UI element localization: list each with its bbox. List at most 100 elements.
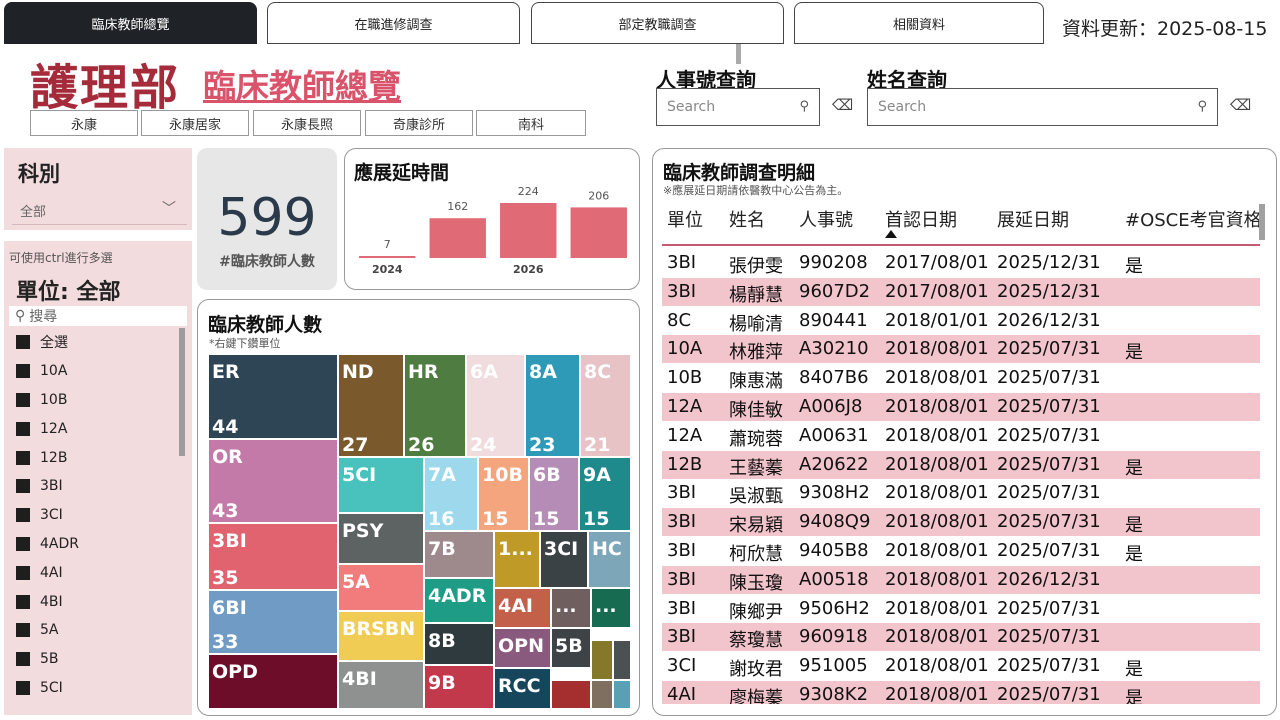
- tab-related-materials[interactable]: 相關資料: [794, 2, 1044, 44]
- checkbox-icon[interactable]: [16, 364, 30, 379]
- table-row[interactable]: 8C 楊喻清 890441 2018/01/01 2026/12/31: [662, 307, 1260, 335]
- column-header-name[interactable]: 姓名: [729, 210, 765, 231]
- unit-option[interactable]: 4BI: [16, 587, 79, 616]
- unit-option[interactable]: 10A: [16, 357, 79, 386]
- table-row[interactable]: 3BI 吳淑甄 9308H2 2018/08/01 2025/07/31: [662, 479, 1260, 507]
- treemap-cell[interactable]: ...: [591, 588, 631, 628]
- column-header-first-cert-date[interactable]: 首認日期: [885, 210, 957, 231]
- treemap-cell[interactable]: OPN: [494, 628, 551, 668]
- checkbox-icon[interactable]: [16, 536, 30, 551]
- table-row[interactable]: 3CI 謝玫君 951005 2018/08/01 2025/07/31 是: [662, 652, 1260, 680]
- table-row[interactable]: 3BI 蔡瓊慧 960918 2018/08/01 2025/07/31: [662, 623, 1260, 652]
- treemap-cell[interactable]: PSY: [338, 513, 424, 564]
- bar-2027[interactable]: [570, 207, 627, 258]
- dept-filter-dropdown[interactable]: 全部: [20, 205, 47, 220]
- unit-option[interactable]: 10B: [16, 386, 79, 415]
- unit-option[interactable]: 5A: [16, 616, 79, 645]
- treemap-cell[interactable]: OPD: [208, 654, 338, 709]
- tab-clinical-teacher-overview[interactable]: 臨床教師總覽: [4, 2, 257, 44]
- treemap-cell[interactable]: ...: [551, 588, 591, 628]
- table-row[interactable]: 3BI 楊靜慧 9607D2 2017/08/01 2025/12/31: [662, 277, 1260, 306]
- treemap-cell[interactable]: OR 43: [208, 439, 338, 523]
- unit-option[interactable]: 5CI: [16, 674, 79, 703]
- treemap-cell[interactable]: [613, 680, 631, 709]
- treemap-cell[interactable]: 8C 21: [580, 354, 631, 457]
- unit-option[interactable]: 3CI: [16, 501, 79, 530]
- treemap-cell[interactable]: 7B: [424, 531, 494, 578]
- checkbox-icon[interactable]: [16, 450, 30, 465]
- checkbox-icon[interactable]: [16, 652, 30, 667]
- table-row[interactable]: 3BI 陳玉瓊 A00518 2018/08/01 2026/12/31: [662, 565, 1260, 594]
- treemap-cell[interactable]: ND 27: [338, 354, 404, 457]
- treemap-cell[interactable]: 10B 15: [478, 457, 529, 531]
- treemap-cell[interactable]: 6BI 33: [208, 590, 338, 654]
- checkbox-icon[interactable]: [16, 680, 30, 695]
- table-row[interactable]: 12A 陳佳敏 A006J8 2018/08/01 2025/07/31: [662, 393, 1260, 421]
- eraser-icon[interactable]: ⌫: [832, 96, 854, 114]
- treemap-cell[interactable]: 8B: [424, 623, 494, 665]
- treemap-cell[interactable]: [591, 709, 593, 711]
- treemap-cell[interactable]: ER 44: [208, 354, 338, 439]
- treemap-cell[interactable]: [551, 680, 591, 709]
- checkbox-icon[interactable]: [16, 335, 30, 350]
- table-scrollbar[interactable]: [1259, 204, 1265, 240]
- tab-inservice-survey[interactable]: 在職進修調查: [267, 2, 520, 44]
- eraser-icon[interactable]: ⌫: [1230, 96, 1252, 114]
- unit-option[interactable]: 12A: [16, 414, 79, 443]
- site-button-yongkang-ltc[interactable]: 永康長照: [253, 110, 361, 136]
- treemap-cell[interactable]: [591, 640, 613, 680]
- treemap-cell[interactable]: 9B: [424, 665, 494, 709]
- bar-2025[interactable]: [429, 218, 486, 258]
- checkbox-icon[interactable]: [16, 421, 30, 436]
- table-row[interactable]: 10B 陳惠滿 8407B6 2018/08/01 2025/07/31: [662, 364, 1260, 392]
- tab-ministry-teaching-survey[interactable]: 部定教職調查: [531, 2, 784, 44]
- table-row[interactable]: 4AI 廖梅蓁 9308K2 2018/08/01 2025/07/31 是: [662, 681, 1260, 704]
- column-header-unit[interactable]: 單位: [667, 210, 703, 231]
- treemap-cell[interactable]: 3BI 35: [208, 523, 338, 590]
- treemap-cell[interactable]: HR 26: [404, 354, 466, 457]
- checkbox-icon[interactable]: [16, 392, 30, 407]
- treemap-cell[interactable]: BRSBN: [338, 611, 424, 661]
- unit-option[interactable]: 3BI: [16, 472, 79, 501]
- column-header-extension-date[interactable]: 展延日期: [997, 210, 1069, 231]
- chevron-down-icon[interactable]: ﹀: [162, 201, 176, 217]
- treemap-cell[interactable]: 1...: [494, 531, 540, 588]
- table-row[interactable]: 3BI 張伊雯 990208 2017/08/01 2025/12/31 是: [662, 249, 1260, 277]
- treemap-cell[interactable]: 5A: [338, 564, 424, 611]
- unit-option[interactable]: 4ADR: [16, 530, 79, 559]
- name-search-input[interactable]: Search ⚲: [867, 88, 1218, 126]
- sort-ascending-icon[interactable]: [885, 230, 897, 238]
- table-row[interactable]: 12A 蕭琬蓉 A00631 2018/08/01 2025/07/31: [662, 422, 1260, 450]
- table-row[interactable]: 12B 王藝蓁 A20622 2018/08/01 2025/07/31 是: [662, 450, 1260, 479]
- site-button-nanke[interactable]: 南科: [476, 110, 586, 136]
- table-row[interactable]: 3BI 陳鄉尹 9506H2 2018/08/01 2025/07/31: [662, 595, 1260, 623]
- unit-option[interactable]: 12B: [16, 443, 79, 472]
- treemap-cell[interactable]: 5CI: [338, 457, 424, 513]
- checkbox-icon[interactable]: [16, 508, 30, 523]
- bar-2024[interactable]: [359, 256, 416, 258]
- staff-id-search-input[interactable]: Search ⚲: [656, 88, 820, 126]
- treemap-cell[interactable]: 5B: [551, 628, 591, 668]
- treemap-cell[interactable]: 3CI: [540, 531, 588, 588]
- table-row[interactable]: 3BI 柯欣慧 9405B8 2018/08/01 2025/07/31 是: [662, 537, 1260, 565]
- treemap-cell[interactable]: [613, 640, 631, 680]
- column-header-osce[interactable]: #OSCE考官資格: [1125, 210, 1259, 231]
- treemap-cell[interactable]: RCC: [494, 668, 551, 709]
- unit-search-input[interactable]: ⚲ 搜尋: [9, 306, 187, 326]
- treemap-cell[interactable]: 4BI: [338, 661, 424, 709]
- page-subtitle[interactable]: 臨床教師總覽: [203, 67, 401, 106]
- table-row[interactable]: 10A 林雅萍 A30210 2018/08/01 2025/07/31 是: [662, 335, 1260, 364]
- unit-list-scrollbar[interactable]: [179, 328, 185, 456]
- unit-option[interactable]: 4AI: [16, 558, 79, 587]
- unit-option[interactable]: 全選: [16, 328, 79, 357]
- checkbox-icon[interactable]: [16, 565, 30, 580]
- treemap-cell[interactable]: [591, 680, 613, 709]
- column-header-staff-id[interactable]: 人事號: [799, 210, 853, 231]
- bar-2026[interactable]: [500, 203, 557, 258]
- treemap-cell[interactable]: 4ADR: [424, 578, 494, 623]
- site-button-chikang-clinic[interactable]: 奇康診所: [365, 110, 473, 136]
- table-row[interactable]: 3BI 宋易穎 9408Q9 2018/08/01 2025/07/31 是: [662, 508, 1260, 537]
- treemap-cell[interactable]: 4AI: [494, 588, 551, 628]
- site-button-yongkang-homecare[interactable]: 永康居家: [141, 110, 249, 136]
- treemap-cell[interactable]: HC: [588, 531, 631, 588]
